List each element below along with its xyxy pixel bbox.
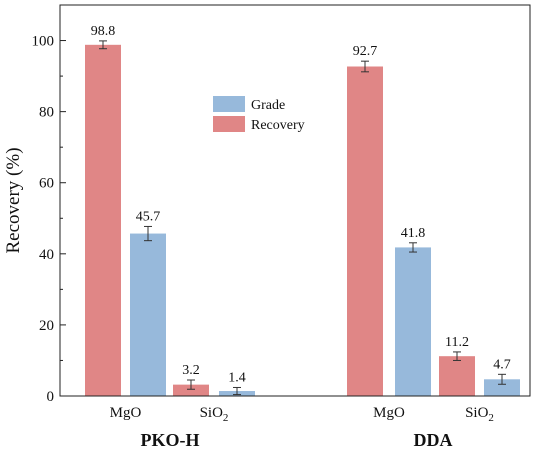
legend-swatch-grade: [213, 96, 245, 112]
error-bar: [233, 386, 241, 396]
y-tick-label: 20: [39, 318, 54, 334]
legend: Grade Recovery: [213, 96, 305, 133]
error-bar: [498, 373, 506, 385]
y-tick-label: 60: [39, 176, 54, 192]
bar-pko-h-mgo-grade: [130, 233, 166, 396]
x-category-label: MgO: [110, 405, 142, 421]
legend-label-recovery: Recovery: [251, 118, 305, 133]
plot-frame: [59, 4, 531, 397]
x-category-label: SiO2: [465, 405, 494, 424]
group-label-dda: DDA: [414, 430, 453, 450]
data-label: 98.8: [91, 24, 116, 39]
error-bar: [409, 242, 417, 253]
y-tick-label: 100: [32, 34, 55, 50]
bar-dda-mgo-recovery: [347, 66, 383, 396]
data-label: 1.4: [228, 370, 246, 385]
x-category-label: MgO: [373, 405, 405, 421]
bar-dda-sio2-grade: [484, 379, 520, 396]
error-bar: [144, 225, 152, 242]
y-axis-title: Recovery (%): [3, 147, 24, 253]
bar-dda-mgo-grade: [395, 247, 431, 396]
group-label-pko-h: PKO-H: [141, 430, 200, 450]
error-bar: [187, 379, 195, 390]
error-bar: [361, 60, 369, 73]
data-label: 92.7: [353, 44, 378, 59]
data-label: 41.8: [401, 226, 426, 241]
data-label: 45.7: [136, 209, 161, 224]
y-tick-label: 0: [47, 389, 55, 405]
y-tick-label: 80: [39, 105, 54, 121]
data-label: 3.2: [182, 363, 200, 378]
data-label: 4.7: [493, 357, 511, 372]
legend-label-grade: Grade: [251, 98, 285, 113]
bar-dda-sio2-recovery: [439, 356, 475, 396]
error-bar: [453, 351, 461, 361]
y-tick-label: 40: [39, 247, 54, 263]
bar-pko-h-sio2-recovery: [173, 384, 209, 396]
error-bar: [99, 40, 107, 50]
bar-pko-h-mgo-recovery: [85, 44, 121, 396]
data-label: 11.2: [445, 335, 469, 350]
legend-swatch-recovery: [213, 116, 245, 132]
x-category-label: SiO2: [200, 405, 229, 424]
